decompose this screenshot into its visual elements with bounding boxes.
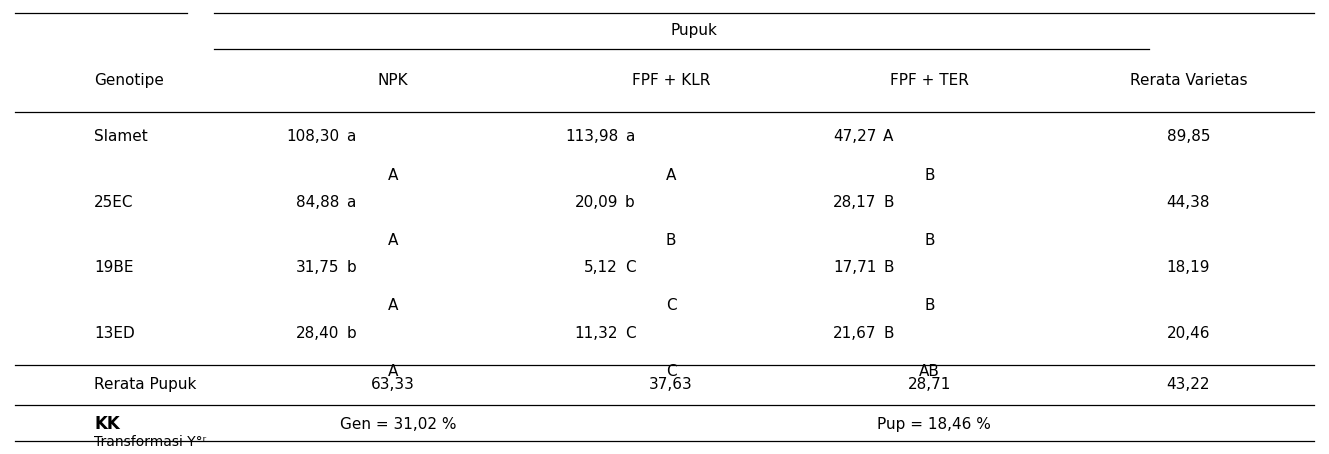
Text: A: A: [388, 298, 397, 313]
Text: B: B: [666, 233, 676, 248]
Text: 28,17: 28,17: [833, 195, 877, 210]
Text: a: a: [347, 129, 356, 144]
Text: KK: KK: [94, 415, 120, 433]
Text: b: b: [347, 326, 356, 340]
Text: 18,19: 18,19: [1167, 260, 1211, 275]
Text: B: B: [925, 233, 936, 248]
Text: A: A: [388, 233, 397, 248]
Text: C: C: [625, 260, 635, 275]
Text: Rerata Pupuk: Rerata Pupuk: [94, 377, 197, 392]
Text: C: C: [666, 298, 676, 313]
Text: FPF + TER: FPF + TER: [890, 73, 969, 88]
Text: A: A: [388, 168, 397, 183]
Text: 31,75: 31,75: [296, 260, 340, 275]
Text: 25EC: 25EC: [94, 195, 134, 210]
Text: C: C: [666, 364, 676, 379]
Text: 13ED: 13ED: [94, 326, 136, 340]
Text: 89,85: 89,85: [1167, 129, 1211, 144]
Text: Rerata Varietas: Rerata Varietas: [1130, 73, 1247, 88]
Text: Pup = 18,46 %: Pup = 18,46 %: [877, 417, 990, 432]
Text: FPF + KLR: FPF + KLR: [633, 73, 710, 88]
Text: 20,46: 20,46: [1167, 326, 1211, 340]
Text: B: B: [884, 260, 894, 275]
Text: b: b: [625, 195, 634, 210]
Text: Gen = 31,02 %: Gen = 31,02 %: [340, 417, 456, 432]
Text: A: A: [388, 364, 397, 379]
Text: b: b: [347, 260, 356, 275]
Text: B: B: [884, 326, 894, 340]
Text: 37,63: 37,63: [650, 377, 692, 392]
Text: 113,98: 113,98: [565, 129, 618, 144]
Text: Pupuk: Pupuk: [671, 23, 718, 38]
Text: Slamet: Slamet: [94, 129, 148, 144]
Text: 47,27: 47,27: [833, 129, 877, 144]
Text: a: a: [347, 195, 356, 210]
Text: C: C: [625, 326, 635, 340]
Text: B: B: [925, 168, 936, 183]
Text: A: A: [884, 129, 893, 144]
Text: A: A: [666, 168, 676, 183]
Text: 108,30: 108,30: [287, 129, 340, 144]
Text: 28,40: 28,40: [296, 326, 340, 340]
Text: Genotipe: Genotipe: [94, 73, 163, 88]
Text: Transformasi Y°ʳ: Transformasi Y°ʳ: [94, 435, 206, 449]
Text: B: B: [884, 195, 894, 210]
Text: 43,22: 43,22: [1167, 377, 1211, 392]
Text: AB: AB: [920, 364, 940, 379]
Text: 11,32: 11,32: [574, 326, 618, 340]
Text: 20,09: 20,09: [574, 195, 618, 210]
Text: NPK: NPK: [377, 73, 408, 88]
Text: 21,67: 21,67: [833, 326, 877, 340]
Text: 84,88: 84,88: [296, 195, 340, 210]
Text: 5,12: 5,12: [585, 260, 618, 275]
Text: 44,38: 44,38: [1167, 195, 1211, 210]
Text: 63,33: 63,33: [371, 377, 415, 392]
Text: 17,71: 17,71: [833, 260, 877, 275]
Text: 28,71: 28,71: [908, 377, 952, 392]
Text: B: B: [925, 298, 936, 313]
Text: 19BE: 19BE: [94, 260, 134, 275]
Text: a: a: [625, 129, 634, 144]
